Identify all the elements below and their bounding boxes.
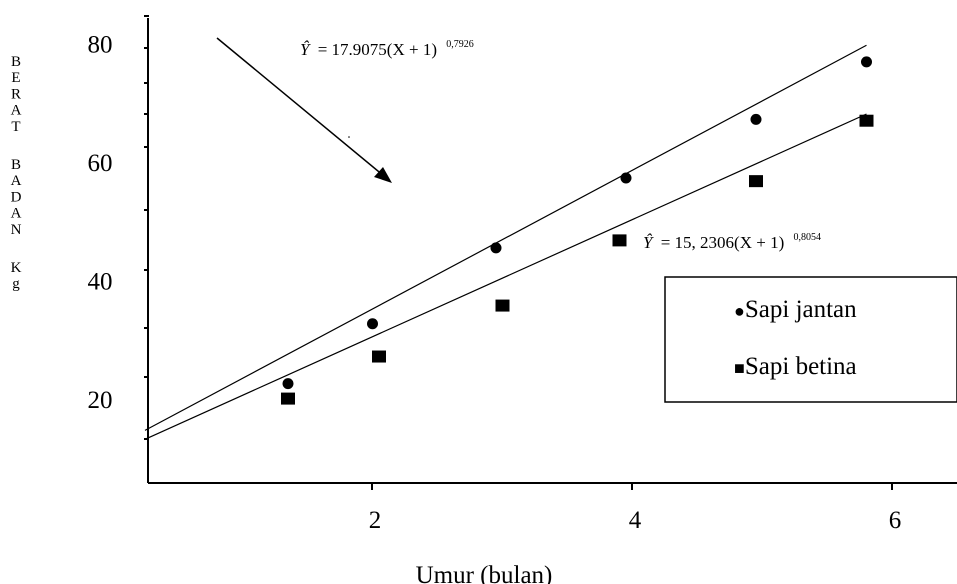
marker-jantan [621,172,632,183]
marker-betina [613,234,627,246]
y-axis-label-letter: B [11,54,21,70]
legend-item-jantan: ●Sapi jantan [734,296,857,323]
y-tick-label: 60 [88,150,113,177]
marker-betina [496,300,510,312]
y-axis-label-letter: A [11,103,22,119]
y-axis-label-letter: E [11,70,20,86]
x-tick-label: 6 [889,507,902,534]
annotation-arrow [217,38,392,183]
y-axis-label-letter: B [11,157,21,173]
x-axis-label: Umur (bulan) [416,562,553,584]
y-axis-label-letter: K [11,260,22,276]
marker-jantan [283,378,294,389]
marker-jantan [861,56,872,67]
legend-symbol-circle: ● [734,301,745,321]
y-tick-labels: 20 40 60 80 [88,32,113,415]
y-tick-label: 80 [88,32,113,59]
equation-jantan: Ŷ = 17.9075(X + 1) 0,7926 [300,39,474,59]
y-axis-label-letter: N [11,222,22,238]
x-tick-label: 2 [369,507,382,534]
legend: ●Sapi jantan ■Sapi betina [665,277,957,402]
stray-dot [348,136,350,138]
marker-betina [281,393,295,405]
marker-jantan [491,242,502,253]
y-axis-label-letter: A [11,173,22,189]
legend-item-betina: ■Sapi betina [734,353,857,380]
marker-betina [749,175,763,187]
y-axis-label-letter: R [11,86,21,102]
y-tick-label: 40 [88,269,113,296]
x-tick-label: 4 [629,507,642,534]
y-axis-label-letter: g [12,276,20,292]
equation-betina: Ŷ = 15, 2306(X + 1) 0,8054 [643,232,821,252]
y-axis-label-letter: T [11,119,20,135]
marker-betina [860,115,874,127]
marker-jantan [367,318,378,329]
marker-jantan [751,114,762,125]
y-axis-label-letter: A [11,206,22,222]
y-tick-label: 20 [88,387,113,414]
y-axis-label-letter: D [11,189,22,205]
x-tick-labels: 2 4 6 [369,507,902,534]
legend-symbol-square: ■ [734,358,745,378]
x-ticks [372,483,892,490]
marker-betina [372,351,386,363]
